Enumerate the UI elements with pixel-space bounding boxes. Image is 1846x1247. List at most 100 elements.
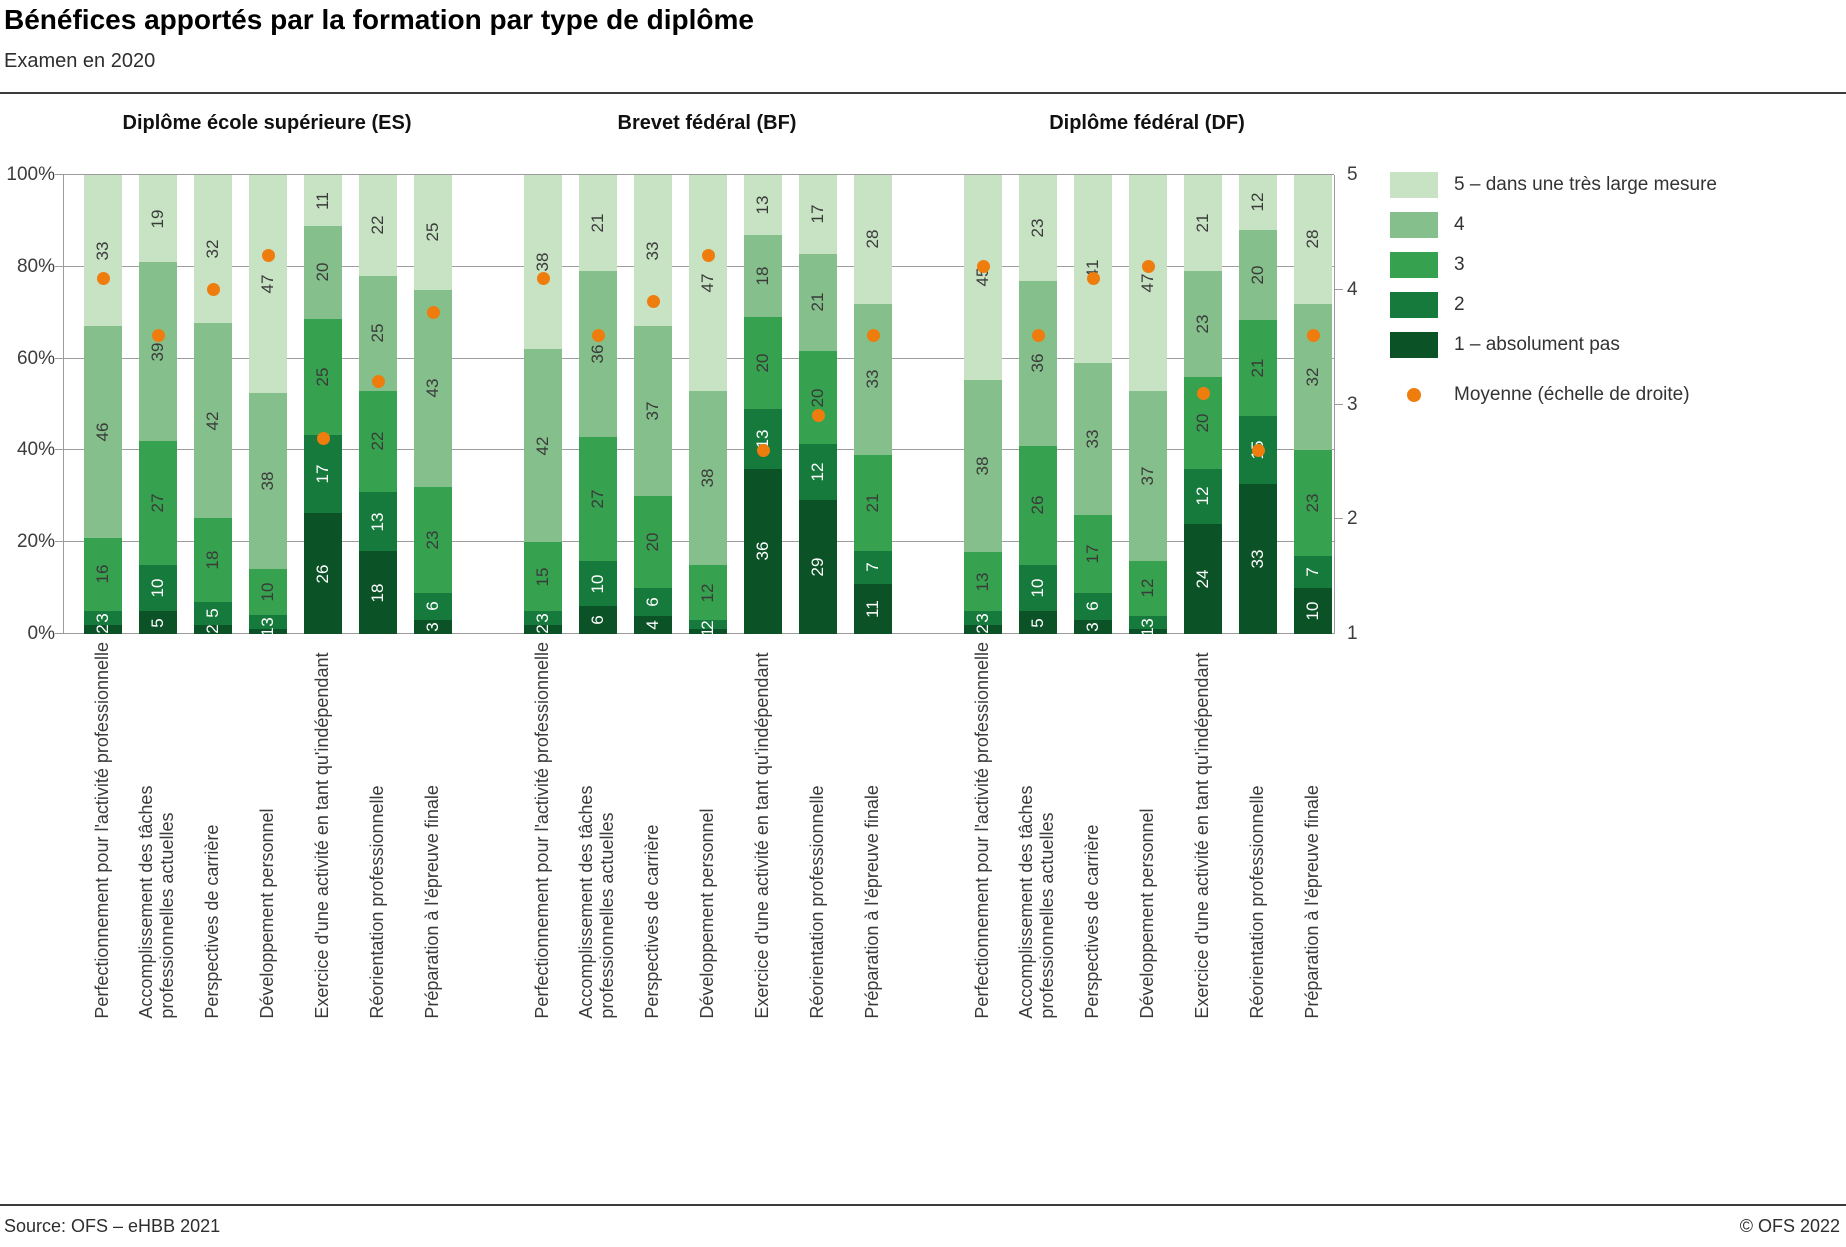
- legend-item: 4: [1390, 212, 1465, 238]
- bar-segment: 47: [689, 175, 727, 391]
- segment-value-label: 17: [313, 464, 332, 484]
- segment-value-label: 22: [368, 431, 387, 451]
- x-axis-label: Préparation à l'épreuve finale: [861, 785, 882, 1019]
- segment-value-label: 13: [753, 195, 772, 215]
- x-label-cell: Perspectives de carrière: [193, 642, 231, 1019]
- left-axis-tick: [55, 633, 64, 634]
- segment-value-label: 21: [588, 213, 607, 233]
- segment-value-label: 38: [698, 468, 717, 488]
- segment-value-label: 26: [313, 564, 332, 584]
- bar-segment: 22: [359, 175, 397, 276]
- segment-value-label: 2: [533, 624, 552, 635]
- bar-segment: 1: [249, 626, 287, 637]
- segment-value-label: 4: [643, 620, 662, 630]
- segment-value-label: 1: [1138, 626, 1157, 637]
- bar-segment: 37: [1129, 390, 1167, 561]
- bar-column: 32 42 18 5 2: [194, 175, 232, 634]
- x-axis-labels: Perfectionnement pour l'activité profess…: [83, 642, 451, 1019]
- segment-value-label: 6: [423, 601, 442, 612]
- bar-segment: 6: [1074, 592, 1112, 621]
- segment-value-label: 12: [808, 462, 827, 482]
- bar-segment: 20: [634, 496, 672, 589]
- segment-value-label: 10: [1303, 601, 1322, 621]
- mean-dot: [866, 329, 880, 343]
- segment-value-label: 36: [1028, 353, 1047, 373]
- bar-segment: 2: [194, 625, 232, 634]
- segment-value-label: 18: [753, 266, 772, 286]
- legend-label: 1 – absolument pas: [1454, 334, 1620, 355]
- bar-column: 33 37 20 6 4: [634, 175, 672, 634]
- bar-segment: 38: [689, 390, 727, 566]
- mean-dot: [1086, 271, 1100, 285]
- segment-value-label: 38: [258, 471, 277, 491]
- footer-rule: [0, 1204, 1846, 1206]
- bar-segment: 23: [1294, 450, 1332, 556]
- segment-value-label: 2: [203, 624, 222, 635]
- bar-segment: 13: [744, 409, 782, 469]
- x-label-cell: Exercice d'une activité en tant qu'indép…: [743, 642, 781, 1019]
- bar-segment: 16: [84, 537, 122, 612]
- segment-value-label: 27: [588, 489, 607, 509]
- right-axis-label: 1: [1347, 623, 1358, 644]
- bar-segment: 33: [854, 303, 892, 455]
- bar-segment: 12: [1184, 468, 1222, 524]
- plot-area: 33 46 16 3 2 19 39 27 10 5 32 42 18 5 2 47 38 10 3 1 11 20 25 1…: [55, 174, 1343, 637]
- bar-segment: 1: [1129, 626, 1167, 637]
- bar-segment: 5: [194, 601, 232, 625]
- bar-segment: 19: [139, 175, 177, 263]
- segment-value-label: 21: [808, 293, 827, 312]
- right-axis-label: 3: [1347, 393, 1358, 415]
- bar-column: 38 42 15 3 2: [524, 175, 562, 634]
- mean-dot: [206, 283, 220, 297]
- left-axis-tick: [55, 541, 64, 543]
- x-axis-label: Développement personnel: [696, 808, 717, 1019]
- bar-segment: 23: [1019, 175, 1057, 281]
- segment-value-label: 20: [643, 532, 662, 552]
- segment-value-label: 46: [93, 422, 112, 442]
- bar-column: 1220211533: [1239, 175, 1277, 634]
- bar-segment: 3: [84, 611, 122, 625]
- bar-segment: 26: [304, 513, 342, 634]
- x-axis-label: Exercice d'une activité en tant qu'indép…: [311, 652, 332, 1019]
- bar-column: 33 46 16 3 2: [84, 175, 122, 634]
- bar-segment: 13: [359, 491, 397, 552]
- bar-segment: 7: [854, 551, 892, 584]
- bar-segment: 26: [1019, 445, 1057, 566]
- page-title: Bénéfices apportés par la formation par …: [4, 4, 754, 35]
- mean-dot: [261, 248, 275, 262]
- legend-item: 1 – absolument pas: [1390, 332, 1620, 358]
- segment-value-label: 7: [863, 562, 882, 573]
- x-axis-label: Préparation à l'épreuve finale: [421, 785, 442, 1019]
- right-axis-label: 4: [1347, 278, 1358, 300]
- x-axis-label: Réorientation professionnelle: [366, 785, 387, 1019]
- legend-label: 2: [1454, 294, 1465, 315]
- bar-segment: 29: [799, 499, 837, 634]
- segment-value-label: 37: [643, 401, 662, 421]
- segment-value-label: 25: [368, 323, 387, 343]
- segment-value-label: 33: [1248, 549, 1267, 569]
- segment-value-label: 36: [588, 344, 607, 364]
- bar-segment: 10: [139, 565, 177, 612]
- x-label-cell: Réorientation professionnelle: [1238, 642, 1276, 1019]
- bar-column: 41 33 17 6 3: [1074, 175, 1112, 634]
- bar-segment: 38: [964, 379, 1002, 553]
- x-label-cell: Développement personnel: [688, 642, 726, 1019]
- bar-segment: 20: [1239, 229, 1277, 321]
- bar-segment: 6: [634, 588, 672, 616]
- bar-segment: 24: [1184, 523, 1222, 634]
- x-label-cell: Réorientation professionnelle: [798, 642, 836, 1019]
- segment-value-label: 13: [973, 572, 992, 592]
- bar-segment: 12: [799, 443, 837, 500]
- segment-value-label: 18: [368, 583, 387, 603]
- segment-value-label: 1: [258, 626, 277, 637]
- segment-value-label: 33: [643, 241, 662, 261]
- segment-value-label: 6: [1083, 601, 1102, 612]
- bar-segment: 3: [249, 615, 287, 630]
- bar-segment: 17: [1074, 514, 1112, 593]
- segment-value-label: 7: [1303, 567, 1322, 577]
- page-subtitle: Examen en 2020: [4, 50, 156, 72]
- x-label-cell: Perspectives de carrière: [633, 642, 671, 1019]
- x-axis-label: Développement personnel: [256, 808, 277, 1019]
- legend-swatch: [1390, 172, 1438, 198]
- x-axis-label: Perspectives de carrière: [201, 824, 222, 1019]
